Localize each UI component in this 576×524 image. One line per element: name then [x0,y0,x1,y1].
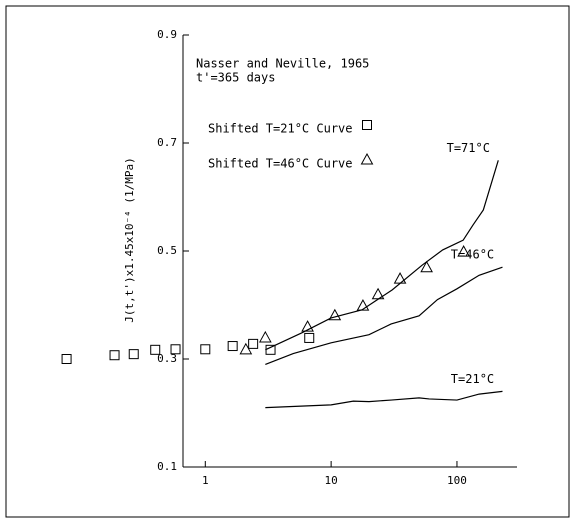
curve-label: T=46°C [451,248,494,262]
legend-marker [362,120,372,130]
y-tick-label: 0.1 [157,460,177,473]
triangle-marker [356,299,370,311]
legend-label: Shifted T=46°C Curve [208,157,353,171]
triangle-marker [420,260,433,273]
square-marker [304,332,315,343]
y-tick-label: 0.5 [157,244,177,257]
square-marker [200,344,211,355]
square-marker [150,344,161,355]
triangle-marker [457,245,470,257]
y-tick-label: 0.7 [157,136,177,149]
frame [5,5,570,518]
curve [265,160,499,351]
annotation: Nasser and Neville, 1965 [196,57,369,71]
curve [265,266,503,365]
square-marker [109,350,120,361]
y-axis-label: J(t,t')x1.45x10⁻⁴ (1/MPa) [123,157,136,323]
x-tick-label: 10 [325,474,338,487]
square-marker [61,354,72,364]
curve-label: T=21°C [451,372,494,386]
curve-label: T=71°C [447,141,490,155]
triangle-marker [301,320,314,332]
triangle-marker [393,272,407,284]
triangle-marker [239,342,253,355]
square-marker [227,341,238,352]
square-marker [248,338,259,349]
annotation: t'=365 days [196,71,275,85]
y-tick-label: 0.3 [157,352,177,365]
square-marker [128,349,139,360]
curve [265,390,503,409]
square-marker [170,344,181,355]
square-marker [265,344,276,355]
x-tick-label: 100 [447,474,467,487]
legend-label: Shifted T=21°C Curve [208,122,353,136]
triangle-marker [328,308,342,321]
legend-marker [360,152,374,165]
triangle-marker [258,330,272,343]
y-tick-label: 0.9 [157,28,177,41]
x-tick-label: 1 [202,474,209,487]
